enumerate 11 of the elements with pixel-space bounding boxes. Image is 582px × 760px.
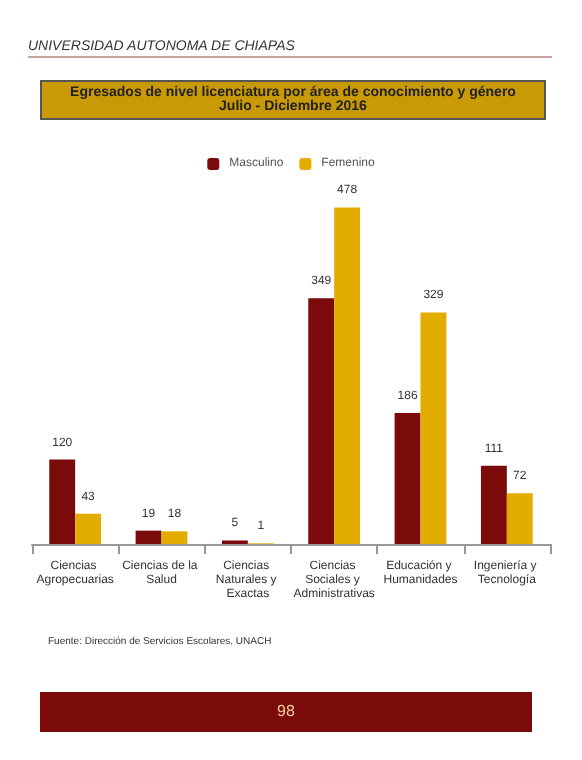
bar — [394, 413, 421, 544]
bar — [308, 298, 335, 544]
bar — [420, 312, 447, 544]
bar — [480, 465, 507, 544]
bar — [135, 530, 162, 544]
bar — [506, 493, 533, 544]
bar — [75, 513, 102, 544]
bar — [161, 531, 188, 544]
bar — [49, 459, 76, 544]
text: 98 — [40, 692, 532, 732]
bar — [334, 207, 361, 544]
